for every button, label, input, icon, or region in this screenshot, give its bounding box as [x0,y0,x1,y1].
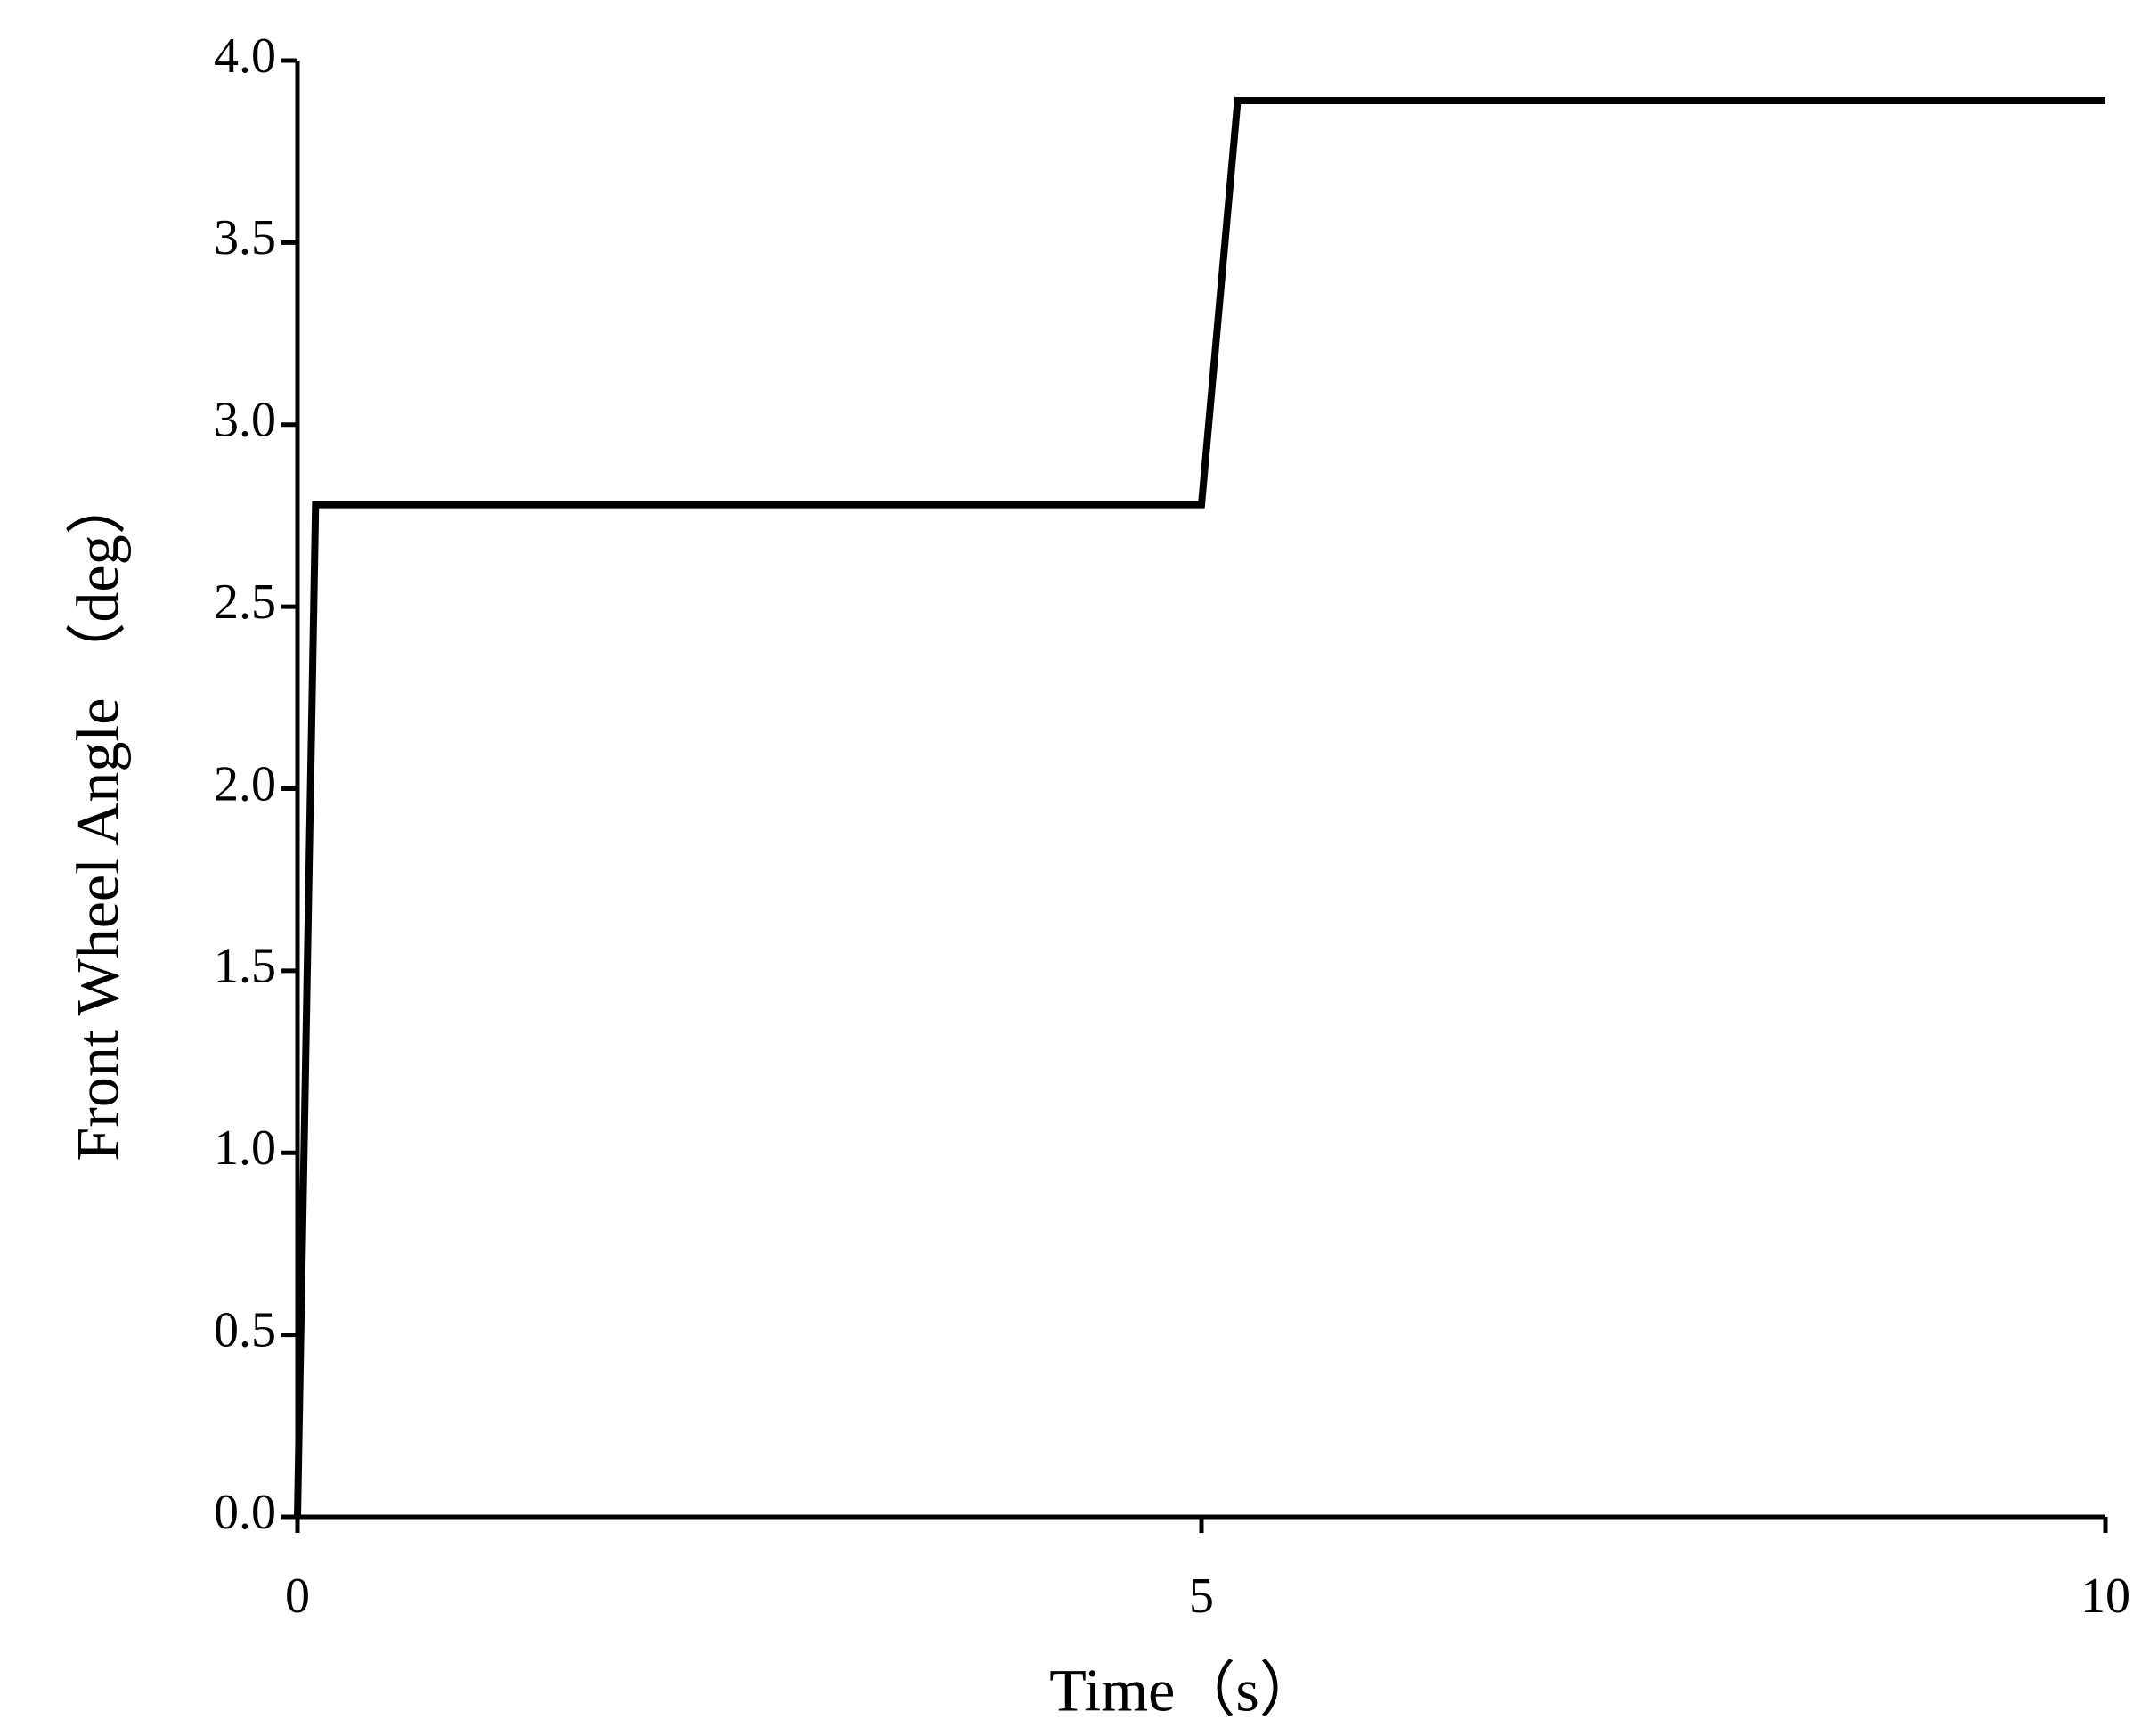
y-tick-label: 3.5 [214,210,276,265]
data-line [294,96,2105,1518]
y-tick-label: 1.0 [214,1121,276,1176]
y-tick-label: 2.5 [214,575,276,630]
y-tick-label: 1.5 [214,939,276,994]
x-tick-label: 5 [1189,1569,1214,1624]
y-axis-title: Front Wheel Angle （deg） [64,474,132,1161]
y-tick-label: 0.5 [214,1302,276,1357]
y-tick-label: 0.0 [214,1485,276,1540]
y-tick-label: 3.0 [214,393,276,448]
x-axis-title: Time（s） [1049,1657,1320,1724]
y-tick-label: 4.0 [214,29,276,84]
y-tick-label: 2.0 [214,756,276,811]
x-tick-label: 10 [2081,1569,2130,1624]
x-tick-label: 0 [285,1569,310,1624]
